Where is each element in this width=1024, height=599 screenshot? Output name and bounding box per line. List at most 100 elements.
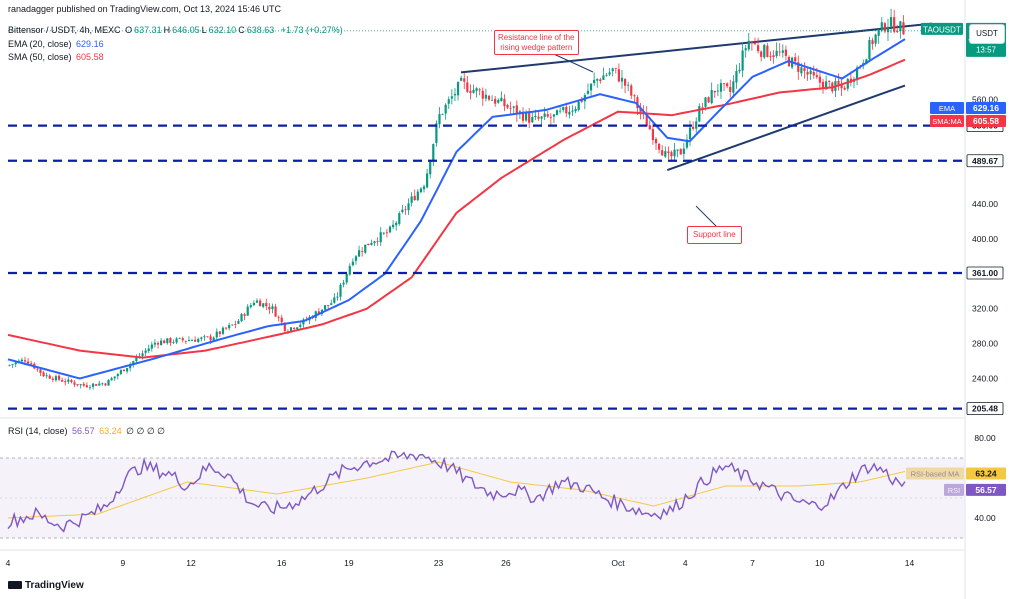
candle-body <box>156 342 160 345</box>
ma-badge-name-1: SMA:MA <box>932 117 962 126</box>
candle-body <box>20 359 24 362</box>
candle-body <box>299 324 302 327</box>
time-tick-11: 14 <box>905 558 915 568</box>
candle-body <box>555 110 559 116</box>
candle-body <box>531 116 534 123</box>
candle-body <box>775 50 778 57</box>
price-tick-8: 560.00 <box>972 94 998 104</box>
candle-body <box>846 78 849 89</box>
candle-body <box>91 383 95 387</box>
symbol-label: Bittensor / USDT, 4h, MEXC <box>8 25 121 35</box>
candle-body <box>129 364 132 369</box>
candle-body <box>524 112 528 121</box>
candle-body <box>466 82 469 92</box>
candle-body <box>150 344 153 349</box>
candle-body <box>484 94 487 99</box>
candle-body <box>280 317 283 323</box>
sma-50-line <box>7 58 906 359</box>
candle-body <box>559 110 562 112</box>
rsi-value: 56.57 <box>72 426 95 436</box>
candle-body <box>855 67 859 81</box>
candle-body <box>255 300 259 303</box>
candle-body <box>435 123 438 143</box>
price-tick-1: 280.00 <box>972 339 998 349</box>
candle-body <box>160 340 163 345</box>
candle-body <box>639 107 642 113</box>
support-annotation[interactable]: Support line <box>687 226 742 244</box>
candle-body <box>51 378 54 381</box>
ma-badge-value-1: 605.58 <box>973 116 999 126</box>
candle-body <box>586 90 590 94</box>
symbol-ohlc-line: Bittensor / USDT, 4h, MEXC O 637.31 H 646.0… <box>8 25 345 36</box>
rsi-ma-value: 63.24 <box>99 426 122 436</box>
candle-body <box>460 77 463 81</box>
time-tick-6: 26 <box>501 558 511 568</box>
ohlc-label-2: L <box>201 25 207 35</box>
candle-body <box>95 384 98 386</box>
ohlc-values: O 637.31 H 646.05 L 632.10 C 638.63 <box>125 25 276 35</box>
level-badge-label-3: 205.48 <box>972 404 998 414</box>
candle-body <box>410 196 413 203</box>
ma-badge-name-bg-1 <box>930 115 964 127</box>
rsi-tick-0: 40.00 <box>974 513 996 523</box>
time-tick-2: 12 <box>186 558 196 568</box>
candle-body <box>509 107 512 109</box>
ema-legend[interactable]: EMA (20, close) 629.16 <box>8 39 106 50</box>
candle-body <box>599 79 602 82</box>
candle-body <box>568 111 571 115</box>
rsi-legend[interactable]: RSI (14, close) 56.57 63.24 ∅ ∅ ∅ ∅ <box>8 426 167 437</box>
candle-body <box>673 149 676 157</box>
candle-body <box>14 362 17 365</box>
candle-body <box>806 71 809 75</box>
candle-body <box>648 125 651 130</box>
candle-body <box>215 331 218 338</box>
candle-body <box>797 62 800 72</box>
tradingview-logo[interactable]: TradingView <box>8 580 84 591</box>
candle-body <box>73 382 76 385</box>
candle-body <box>147 348 150 352</box>
time-tick-8: 4 <box>683 558 688 568</box>
candle-body <box>472 89 475 93</box>
ma-badge-bg-0 <box>966 102 1006 114</box>
candle-body <box>549 116 552 118</box>
candle-body <box>422 186 426 190</box>
candle-body <box>874 34 877 44</box>
candle-body <box>577 101 580 110</box>
candle-body <box>57 375 61 380</box>
candle-body <box>395 222 398 226</box>
candle-body <box>837 80 840 87</box>
candle-body <box>772 55 775 57</box>
candle-body <box>735 71 738 83</box>
candle-body <box>391 224 395 228</box>
candle-body <box>76 384 79 386</box>
ema-label: EMA (20, close) <box>8 39 72 49</box>
rsi-badge-bg-1 <box>966 483 1006 496</box>
candle-body <box>729 86 732 92</box>
candle-body <box>608 72 611 75</box>
ohlc-label-0: O <box>125 25 133 35</box>
candle-body <box>54 376 58 381</box>
candle-body <box>685 139 689 148</box>
candle-body <box>64 381 67 383</box>
ma-badge-name-0: EMA <box>939 104 955 113</box>
candle-body <box>385 232 389 234</box>
price-tick-2: 320.00 <box>972 304 998 314</box>
resistance-annotation[interactable]: Resistance line of the rising wedge patt… <box>494 30 579 55</box>
candle-body <box>497 99 500 103</box>
candle-body <box>778 51 781 53</box>
candle-body <box>692 126 695 129</box>
currency-button[interactable]: USDT <box>969 24 1005 44</box>
rsi-label: RSI (14, close) <box>8 426 68 436</box>
candle-body <box>506 105 509 108</box>
candle-body <box>277 316 280 318</box>
candle-body <box>883 23 886 32</box>
candle-body <box>515 105 518 115</box>
candle-body <box>784 49 788 56</box>
rsi-ma-line <box>7 461 906 519</box>
candle-body <box>419 188 423 193</box>
level-badge-label-1: 489.67 <box>972 156 998 166</box>
candle-body <box>593 79 596 84</box>
candle-body <box>190 340 194 341</box>
sma-legend[interactable]: SMA (50, close) 605.58 <box>8 52 106 63</box>
